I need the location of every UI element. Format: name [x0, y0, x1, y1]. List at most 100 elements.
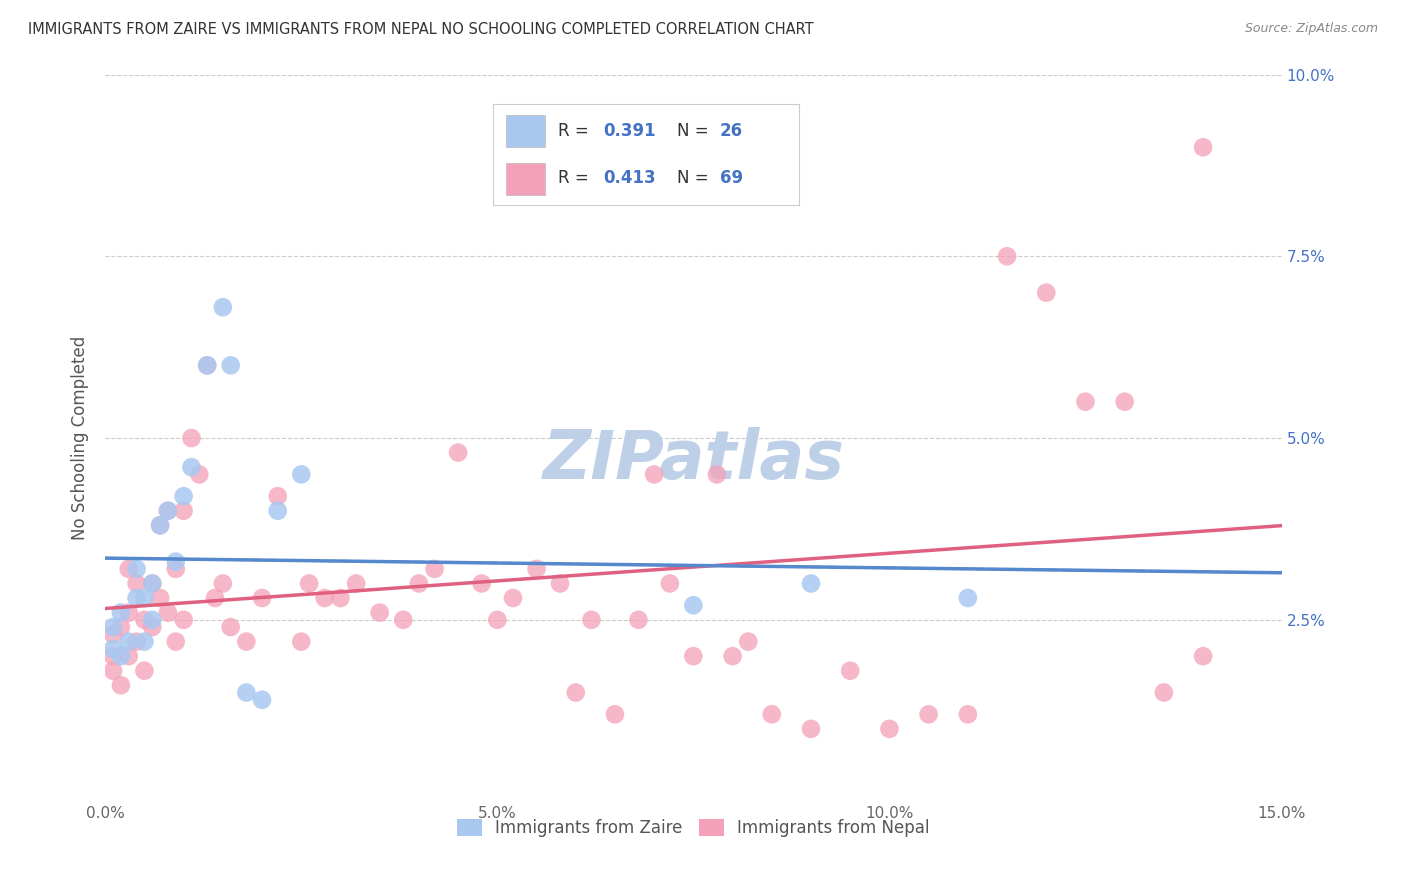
Point — [149, 518, 172, 533]
Point — [956, 707, 979, 722]
Point — [141, 576, 163, 591]
Point — [658, 576, 681, 591]
Point — [101, 664, 124, 678]
Point — [267, 504, 290, 518]
Point — [917, 707, 939, 722]
Point — [173, 504, 195, 518]
Point — [879, 722, 901, 736]
Point — [447, 445, 470, 459]
Text: IMMIGRANTS FROM ZAIRE VS IMMIGRANTS FROM NEPAL NO SCHOOLING COMPLETED CORRELATIO: IMMIGRANTS FROM ZAIRE VS IMMIGRANTS FROM… — [28, 22, 814, 37]
Point — [141, 613, 163, 627]
Point — [110, 678, 132, 692]
Point — [134, 634, 156, 648]
Point — [682, 649, 704, 664]
Point — [180, 460, 202, 475]
Point — [761, 707, 783, 722]
Point — [101, 641, 124, 656]
Point — [250, 591, 273, 605]
Point — [706, 467, 728, 482]
Point — [149, 518, 172, 533]
Point — [219, 359, 242, 373]
Point — [101, 627, 124, 641]
Point — [110, 620, 132, 634]
Text: Source: ZipAtlas.com: Source: ZipAtlas.com — [1244, 22, 1378, 36]
Point — [180, 431, 202, 445]
Point — [627, 613, 650, 627]
Point — [110, 606, 132, 620]
Point — [502, 591, 524, 605]
Point — [173, 613, 195, 627]
Text: ZIPatlas: ZIPatlas — [543, 427, 845, 493]
Point — [165, 555, 187, 569]
Point — [250, 693, 273, 707]
Point — [188, 467, 211, 482]
Point — [548, 576, 571, 591]
Point — [195, 359, 218, 373]
Point — [267, 489, 290, 503]
Point — [956, 591, 979, 605]
Point — [800, 722, 823, 736]
Point — [682, 599, 704, 613]
Point — [1074, 394, 1097, 409]
Legend: Immigrants from Zaire, Immigrants from Nepal: Immigrants from Zaire, Immigrants from N… — [450, 813, 936, 844]
Point — [800, 576, 823, 591]
Point — [173, 489, 195, 503]
Point — [344, 576, 367, 591]
Point — [118, 562, 141, 576]
Point — [195, 359, 218, 373]
Point — [235, 685, 257, 699]
Point — [408, 576, 430, 591]
Point — [101, 620, 124, 634]
Point — [211, 300, 233, 314]
Point — [643, 467, 665, 482]
Point — [290, 634, 312, 648]
Point — [471, 576, 494, 591]
Point — [165, 562, 187, 576]
Point — [134, 591, 156, 605]
Y-axis label: No Schooling Completed: No Schooling Completed — [72, 336, 89, 541]
Point — [392, 613, 415, 627]
Point — [118, 634, 141, 648]
Point — [134, 664, 156, 678]
Point — [526, 562, 548, 576]
Point — [101, 649, 124, 664]
Point — [581, 613, 603, 627]
Point — [298, 576, 321, 591]
Point — [141, 620, 163, 634]
Point — [603, 707, 626, 722]
Point — [839, 664, 862, 678]
Point — [156, 504, 179, 518]
Point — [737, 634, 759, 648]
Point — [118, 649, 141, 664]
Point — [134, 613, 156, 627]
Point — [564, 685, 586, 699]
Point — [1153, 685, 1175, 699]
Point — [314, 591, 336, 605]
Point — [149, 591, 172, 605]
Point — [219, 620, 242, 634]
Point — [1192, 649, 1215, 664]
Point — [125, 634, 148, 648]
Point — [125, 562, 148, 576]
Point — [125, 591, 148, 605]
Point — [125, 576, 148, 591]
Point — [1192, 140, 1215, 154]
Point — [486, 613, 509, 627]
Point — [204, 591, 226, 605]
Point — [165, 634, 187, 648]
Point — [156, 606, 179, 620]
Point — [1035, 285, 1057, 300]
Point — [290, 467, 312, 482]
Point — [118, 606, 141, 620]
Point — [235, 634, 257, 648]
Point — [1114, 394, 1136, 409]
Point — [141, 576, 163, 591]
Point — [995, 249, 1018, 263]
Point — [721, 649, 744, 664]
Point — [156, 504, 179, 518]
Point — [211, 576, 233, 591]
Point — [110, 649, 132, 664]
Point — [329, 591, 352, 605]
Point — [368, 606, 391, 620]
Point — [423, 562, 446, 576]
